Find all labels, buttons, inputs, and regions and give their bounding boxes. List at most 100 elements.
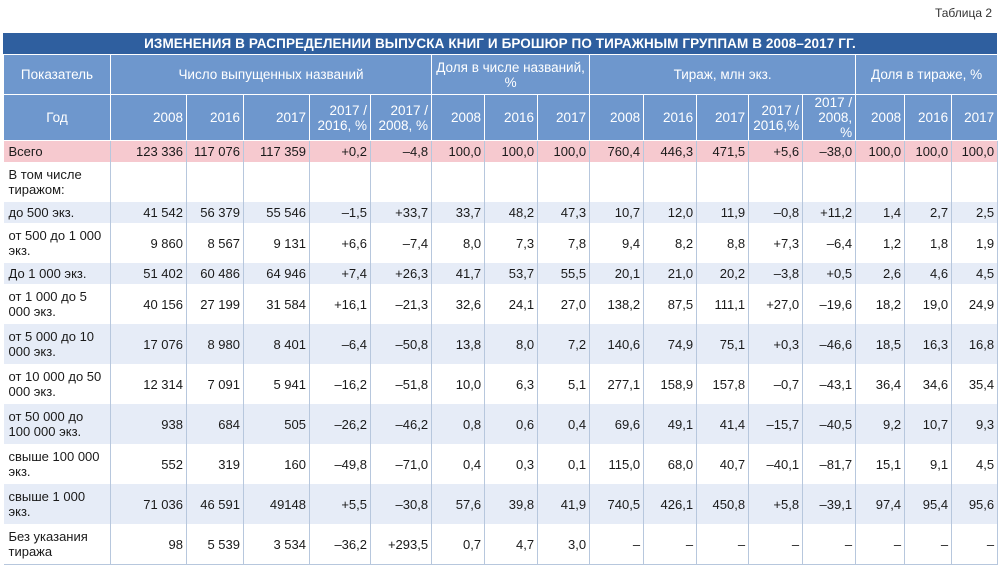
- table-row: В том числе тиражом:: [3, 162, 999, 202]
- table-cell: [855, 162, 906, 202]
- table-cell: 1,4: [855, 202, 906, 223]
- table-cell: +0,5: [802, 263, 857, 284]
- header-col-10: 2017: [696, 94, 750, 141]
- header-col-8: 2008: [589, 94, 645, 141]
- table-cell: –: [904, 524, 953, 565]
- table-cell: 15,1: [855, 444, 906, 484]
- table-cell: 18,2: [855, 284, 906, 324]
- header-year: Год: [3, 94, 111, 141]
- table-cell: 7,8: [537, 223, 591, 263]
- table-cell: 16,8: [951, 324, 999, 364]
- table-cell: 98: [110, 524, 187, 565]
- table-cell: –3,8: [748, 263, 804, 284]
- table-cell: 740,5: [589, 484, 645, 524]
- table-cell: 0,3: [484, 444, 539, 484]
- table-cell: 7 091: [186, 364, 244, 404]
- table-cell: 100,0: [431, 140, 486, 162]
- table-caption: ИЗМЕНЕНИЯ В РАСПРЕДЕЛЕНИИ ВЫПУСКА КНИГ И…: [3, 33, 997, 54]
- table-cell: 100,0: [951, 140, 999, 162]
- row-label: Всего: [3, 140, 111, 162]
- table-cell: 117 076: [186, 140, 244, 162]
- table-row: от 10 000 до 50 000 экз. 12 314 7 091 5 941…: [3, 364, 999, 404]
- header-print-run: Тираж, млн экз.: [589, 54, 857, 95]
- header-col-0: 2008: [110, 94, 187, 141]
- table-cell: –46,2: [370, 404, 433, 444]
- table-row: от 500 до 1 000 экз. 9 860 8 567 9 131 +6,6–…: [3, 223, 999, 263]
- table-cell: +7,4: [309, 263, 371, 284]
- table-cell: 47,3: [537, 202, 591, 223]
- table-cell: –46,6: [802, 324, 857, 364]
- header-col-7: 2017: [537, 94, 591, 141]
- table-cell: –: [643, 524, 698, 565]
- table-cell: –26,2: [309, 404, 371, 444]
- header-col-15: 2017: [951, 94, 999, 141]
- table-cell: 24,9: [951, 284, 999, 324]
- table-cell: –: [855, 524, 906, 565]
- table-cell: –1,5: [309, 202, 371, 223]
- table-cell: 74,9: [643, 324, 698, 364]
- header-col-2: 2017: [243, 94, 310, 141]
- table-cell: 505: [243, 404, 310, 444]
- table-cell: 5,1: [537, 364, 591, 404]
- table-cell: 56 379: [186, 202, 244, 223]
- table-cell: 55 546: [243, 202, 310, 223]
- table-cell: +0,3: [748, 324, 804, 364]
- table-cell: 17 076: [110, 324, 187, 364]
- table-cell: 140,6: [589, 324, 645, 364]
- total-row: Всего 123 336 117 076 117 359 +0,2 –4,8 100,0 1…: [3, 140, 999, 162]
- table-cell: [643, 162, 698, 202]
- table-cell: 55,5: [537, 263, 591, 284]
- table-cell: –36,2: [309, 524, 371, 565]
- table-cell: 0,4: [537, 404, 591, 444]
- table-cell: 115,0: [589, 444, 645, 484]
- table-cell: 0,7: [431, 524, 486, 565]
- table-cell: 57,6: [431, 484, 486, 524]
- table-number-label: Таблица 2: [934, 6, 992, 20]
- table-cell: 5 941: [243, 364, 310, 404]
- table-cell: 4,5: [951, 444, 999, 484]
- table-cell: 31 584: [243, 284, 310, 324]
- header-titles-share: Доля в числе названий, %: [431, 54, 591, 95]
- table-cell: –40,1: [748, 444, 804, 484]
- header-col-9: 2016: [643, 94, 698, 141]
- table-cell: 100,0: [904, 140, 953, 162]
- table-cell: –: [802, 524, 857, 565]
- table-cell: –71,0: [370, 444, 433, 484]
- row-label: от 5 000 до 10 000 экз.: [3, 324, 111, 364]
- table-cell: 39,8: [484, 484, 539, 524]
- table-cell: 1,9: [951, 223, 999, 263]
- table-cell: 8,0: [484, 324, 539, 364]
- table-cell: [696, 162, 750, 202]
- table-cell: 41,7: [431, 263, 486, 284]
- table-cell: –6,4: [802, 223, 857, 263]
- table-cell: 3,0: [537, 524, 591, 565]
- table-cell: –43,1: [802, 364, 857, 404]
- table-cell: [370, 162, 433, 202]
- header-run-share: Доля в тираже, %: [855, 54, 999, 95]
- table-cell: –38,0: [802, 140, 857, 162]
- row-label: от 50 000 до 100 000 экз.: [3, 404, 111, 444]
- table-cell: 9 860: [110, 223, 187, 263]
- table-cell: 48,2: [484, 202, 539, 223]
- table-cell: 277,1: [589, 364, 645, 404]
- table-cell: 1,2: [855, 223, 906, 263]
- table-cell: –: [748, 524, 804, 565]
- table-cell: 0,8: [431, 404, 486, 444]
- table-cell: 684: [186, 404, 244, 444]
- table-cell: 8 567: [186, 223, 244, 263]
- table-cell: 46 591: [186, 484, 244, 524]
- table-cell: 3 534: [243, 524, 310, 565]
- row-label: до 500 экз.: [3, 202, 111, 223]
- table-cell: +293,5: [370, 524, 433, 565]
- table-row: до 500 экз. 41 542 56 379 55 546 –1,5 +33,7 33…: [3, 202, 999, 223]
- table-cell: 4,7: [484, 524, 539, 565]
- row-label: от 1 000 до 5 000 экз.: [3, 284, 111, 324]
- table-cell: 41 542: [110, 202, 187, 223]
- table-cell: 471,5: [696, 140, 750, 162]
- table-cell: 20,2: [696, 263, 750, 284]
- table-cell: 0,6: [484, 404, 539, 444]
- table-cell: [110, 162, 187, 202]
- table-cell: 60 486: [186, 263, 244, 284]
- table-cell: 87,5: [643, 284, 698, 324]
- table-cell: 41,9: [537, 484, 591, 524]
